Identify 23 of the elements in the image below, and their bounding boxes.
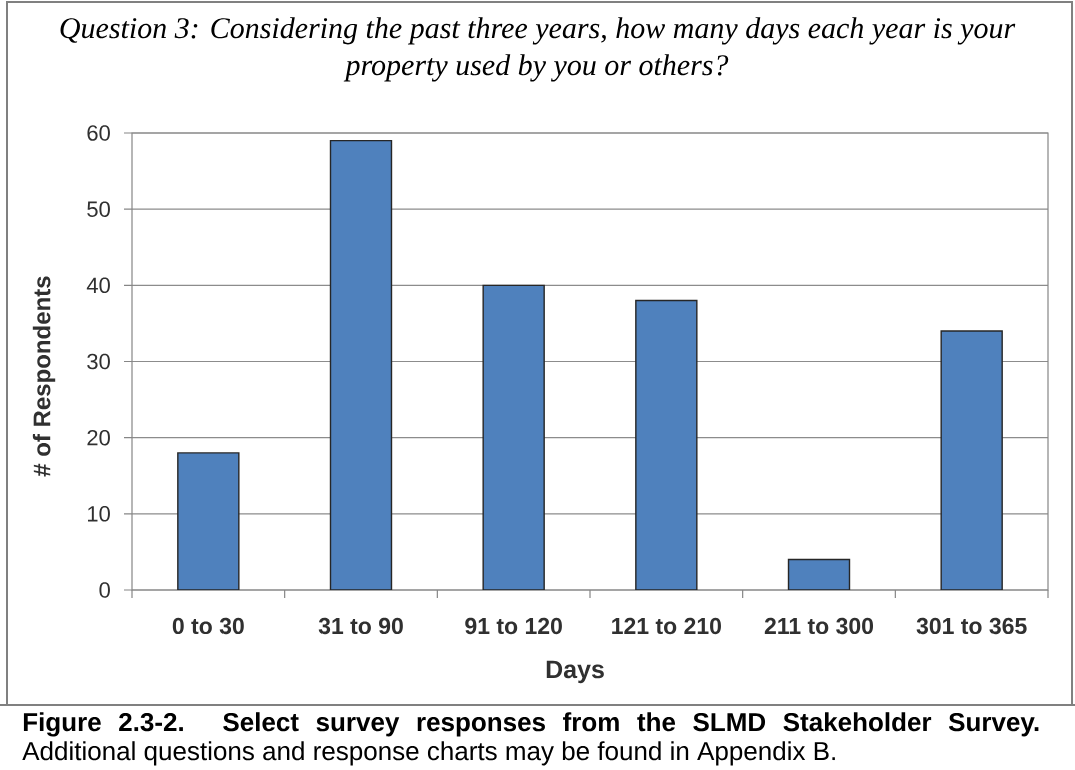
x-tick-label: 31 to 90 <box>318 617 403 635</box>
y-tick-label: 50 <box>87 201 110 217</box>
chart-title: Question 3: Considering the past three years, how many days each year is your property used by you or others? <box>60 17 1016 82</box>
x-tick-label: 301 to 365 <box>916 617 1027 635</box>
x-axis-title: Days <box>546 660 604 684</box>
x-tick-label: 121 to 210 <box>612 617 721 635</box>
y-tick-label: 0 <box>99 582 110 598</box>
bar <box>329 139 393 590</box>
bar <box>940 330 1003 590</box>
y-tick-label: 30 <box>87 353 110 370</box>
bar <box>482 284 545 590</box>
text: Figure 2.3-2. Select survey responses from the SLMD Stakeholder Survey. Additional questions and response charts may be found in Appendix B. <box>22 712 1039 766</box>
bar <box>787 558 851 590</box>
bar <box>177 452 240 590</box>
x-tick-label: 91 to 120 <box>465 617 562 635</box>
y-axis-title: # of Respondents <box>32 276 56 477</box>
y-tick-label: 20 <box>87 429 110 446</box>
bar <box>635 299 698 590</box>
y-tick-label: 40 <box>86 277 110 294</box>
y-tick-label: 60 <box>87 125 110 141</box>
x-tick-label: 211 to 300 <box>764 617 874 635</box>
x-tick-label: 0 to 30 <box>172 617 244 635</box>
y-tick-label: 10 <box>88 506 110 522</box>
